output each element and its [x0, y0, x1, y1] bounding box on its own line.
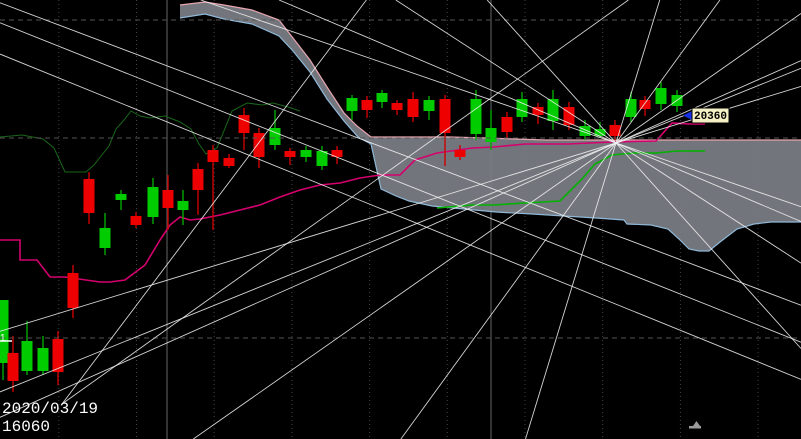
svg-text:16060: 16060 — [2, 418, 50, 436]
svg-text:20360: 20360 — [694, 111, 727, 123]
svg-text:1: 1 — [0, 333, 6, 344]
svg-text:2020/03/19: 2020/03/19 — [2, 400, 98, 418]
